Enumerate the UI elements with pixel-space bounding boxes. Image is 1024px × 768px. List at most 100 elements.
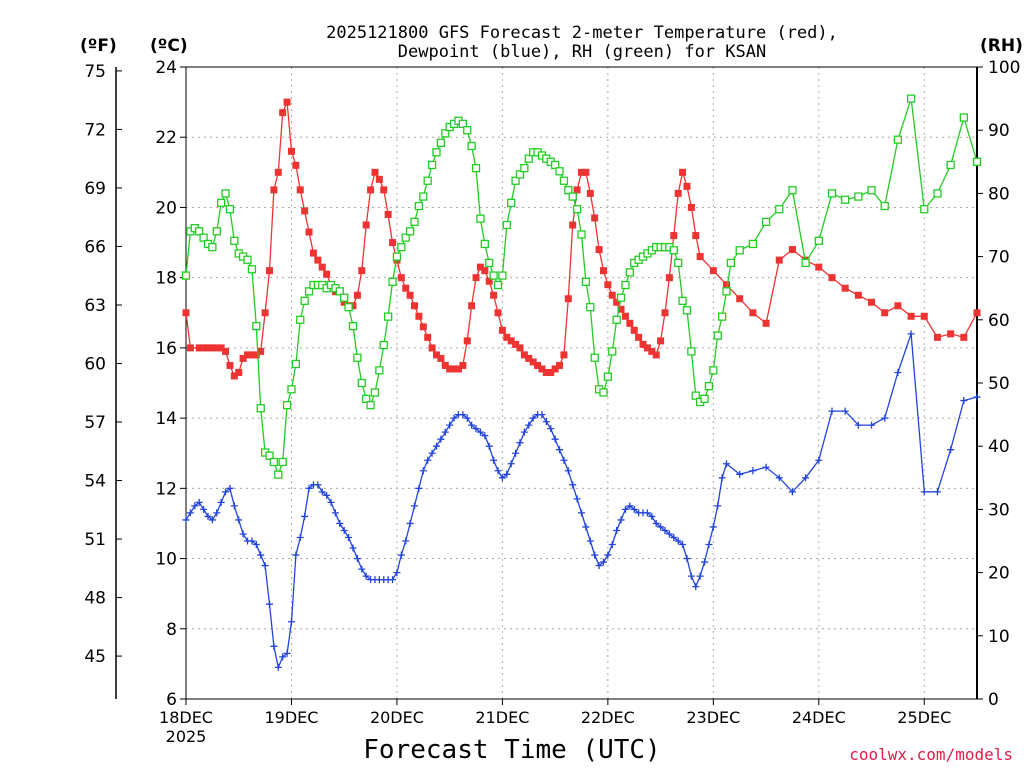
tick-label-x-year: 2025 bbox=[166, 727, 207, 746]
dewpoint-point bbox=[476, 428, 484, 436]
temperature-point bbox=[573, 186, 581, 194]
dewpoint-point bbox=[419, 467, 427, 475]
temperature-point bbox=[463, 337, 471, 345]
rh-point bbox=[441, 129, 450, 138]
rh-point bbox=[691, 391, 700, 400]
tick-label-rh: 60 bbox=[988, 311, 1010, 331]
dewpoint-point bbox=[683, 555, 691, 563]
series-group-1 bbox=[182, 330, 981, 671]
dewpoint-point bbox=[323, 491, 331, 499]
dewpoint-point bbox=[775, 474, 783, 482]
temperature-point bbox=[222, 347, 230, 355]
rh-point bbox=[933, 189, 942, 198]
temperature-point bbox=[314, 256, 322, 264]
temperature-point bbox=[868, 298, 876, 306]
rh-point bbox=[476, 214, 485, 223]
dewpoint-point bbox=[604, 551, 612, 559]
rh-point bbox=[489, 271, 498, 280]
rh-point bbox=[427, 160, 437, 170]
temperature-point bbox=[788, 246, 796, 254]
rh-point bbox=[493, 280, 503, 290]
credit-text: coolwx.com/models bbox=[849, 745, 1013, 764]
temperature-point bbox=[507, 337, 515, 345]
dewpoint-point bbox=[529, 414, 537, 422]
temperature-point bbox=[591, 214, 599, 222]
rh-point bbox=[590, 353, 599, 362]
temperature-point bbox=[828, 274, 836, 282]
rh-point bbox=[388, 277, 397, 287]
rh-point bbox=[212, 227, 221, 236]
rh-point bbox=[269, 457, 279, 467]
dewpoint-point bbox=[569, 481, 577, 489]
temperature-point bbox=[279, 109, 287, 117]
rh-point bbox=[854, 192, 863, 201]
rh-point bbox=[353, 353, 362, 362]
temperature-point bbox=[920, 312, 928, 320]
temperature-point bbox=[208, 344, 216, 352]
tick-label-x: 21DEC bbox=[475, 708, 529, 727]
dewpoint-point bbox=[389, 576, 397, 584]
dewpoint-point bbox=[424, 456, 432, 464]
dewpoint-point bbox=[200, 505, 208, 513]
dewpoint-point bbox=[525, 421, 533, 429]
temperature-point bbox=[380, 186, 388, 194]
tick-label-celsius: 6 bbox=[166, 690, 177, 710]
temperature-point bbox=[652, 351, 660, 359]
temperature-point bbox=[749, 309, 757, 317]
dewpoint-point bbox=[920, 488, 928, 496]
rh-point bbox=[181, 271, 191, 280]
rh-point bbox=[511, 176, 520, 185]
rh-point bbox=[972, 157, 982, 166]
tick-label-rh: 30 bbox=[988, 500, 1010, 520]
rh-point bbox=[436, 138, 446, 147]
rh-point bbox=[599, 388, 608, 397]
temperature-point bbox=[485, 277, 493, 285]
rh-point bbox=[405, 227, 415, 236]
rh-point bbox=[568, 192, 577, 201]
rh-point bbox=[906, 94, 916, 103]
dewpoint-point bbox=[226, 484, 234, 492]
temperature-point bbox=[512, 340, 520, 348]
dewpoint-point bbox=[235, 516, 243, 524]
dewpoint-point bbox=[265, 600, 273, 608]
rh-point bbox=[274, 470, 283, 479]
rh-point bbox=[946, 160, 955, 170]
dewpoint-point bbox=[960, 397, 968, 405]
dewpoint-point bbox=[327, 498, 335, 506]
dewpoint-point bbox=[723, 460, 731, 468]
dewpoint-point bbox=[472, 425, 480, 433]
rh-point bbox=[282, 400, 292, 410]
dewpoint-point bbox=[802, 474, 810, 482]
dewpoint-point bbox=[274, 663, 282, 671]
dewpoint-point bbox=[191, 502, 199, 510]
dewpoint-point bbox=[670, 533, 678, 541]
dewpoint-point bbox=[498, 474, 506, 482]
series-layer bbox=[181, 94, 982, 671]
rh-point bbox=[480, 239, 489, 249]
temperature-point bbox=[371, 168, 379, 176]
tick-label-fahrenheit: 60 bbox=[84, 354, 106, 374]
tick-label-fahrenheit: 57 bbox=[84, 413, 106, 433]
rh-point bbox=[296, 315, 305, 324]
dewpoint-point bbox=[248, 537, 256, 545]
rh-point bbox=[401, 233, 410, 242]
temperature-point bbox=[520, 351, 528, 359]
rh-point bbox=[867, 186, 876, 195]
dewpoint-point bbox=[841, 407, 849, 415]
temperature-point bbox=[894, 302, 902, 310]
dewpoint-point bbox=[397, 551, 405, 559]
dewpoint-point bbox=[402, 537, 410, 545]
rh-point bbox=[370, 388, 380, 397]
temperature-point bbox=[204, 344, 212, 352]
dewpoint-point bbox=[556, 446, 564, 454]
temperature-point bbox=[283, 98, 291, 106]
temperature-point bbox=[244, 351, 252, 359]
temperature-point bbox=[604, 281, 612, 289]
rh-point bbox=[682, 306, 692, 315]
temperature-point bbox=[542, 368, 550, 376]
dewpoint-point bbox=[481, 432, 489, 440]
temperature-point bbox=[226, 361, 234, 369]
dewpoint-point bbox=[463, 414, 471, 422]
temperature-point bbox=[560, 351, 568, 359]
